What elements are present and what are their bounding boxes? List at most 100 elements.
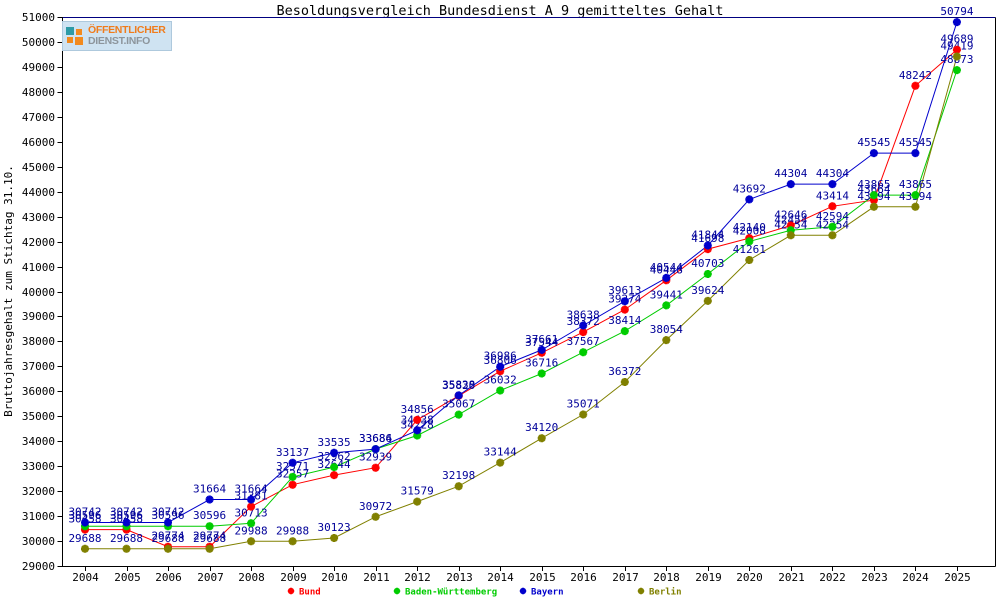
legend-item-berlin: Berlin <box>637 587 682 598</box>
data-label: 50794 <box>940 5 973 18</box>
marker-shape <box>638 588 644 594</box>
data-label: 45545 <box>857 136 890 149</box>
data-point-marker <box>413 426 422 435</box>
y-tick-label: 38000 <box>22 335 55 348</box>
data-label: 32939 <box>359 451 392 464</box>
data-label: 30596 <box>68 509 101 522</box>
marker-shape <box>247 502 255 511</box>
data-point-marker <box>247 502 256 511</box>
marker-shape <box>330 463 338 471</box>
x-tick-label: 2016 <box>570 571 597 584</box>
data-label: 39441 <box>650 288 683 301</box>
marker-shape <box>81 518 89 527</box>
marker-shape <box>745 237 754 246</box>
x-tick-label: 2013 <box>446 571 473 584</box>
data-label: 45545 <box>899 136 932 149</box>
data-label: 31579 <box>401 485 434 498</box>
data-point-marker <box>911 149 920 158</box>
y-tick-label: 43000 <box>22 211 55 224</box>
data-point-marker <box>620 378 629 386</box>
data-label: 38054 <box>650 323 683 336</box>
marker-shape <box>953 45 961 54</box>
data-point-marker <box>413 415 422 424</box>
y-tick-label: 44000 <box>22 186 55 199</box>
data-point-marker <box>579 321 588 330</box>
legend-label: Bund <box>299 588 321 598</box>
y-tick-label: 40000 <box>22 286 55 299</box>
marker-shape <box>330 449 338 457</box>
legend-marker <box>519 587 527 595</box>
data-label: 44304 <box>816 167 849 180</box>
data-label: 37661 <box>525 333 558 346</box>
data-label: 30972 <box>359 500 392 513</box>
marker-shape <box>205 522 214 530</box>
y-tick-label: 33000 <box>22 460 55 473</box>
data-label: 36032 <box>484 374 517 387</box>
data-label: 33137 <box>276 446 309 459</box>
data-label: 41261 <box>733 243 766 256</box>
y-tick-label: 31000 <box>22 510 55 523</box>
data-label: 30596 <box>151 509 184 522</box>
marker-shape <box>288 459 297 467</box>
data-point-marker <box>911 81 920 90</box>
legend-marker <box>637 587 645 595</box>
x-tick-label: 2011 <box>363 571 390 584</box>
marker-shape <box>662 336 671 344</box>
marker-shape <box>579 328 587 336</box>
data-point-marker <box>620 327 629 336</box>
site-logo[interactable]: ÖFFENTLICHER DIENST.INFO <box>62 21 173 51</box>
data-point-marker <box>745 256 754 264</box>
data-point-marker <box>164 544 172 553</box>
data-point-marker <box>828 231 837 240</box>
x-tick-label: 2010 <box>321 571 348 584</box>
x-tick-label: 2006 <box>155 571 182 584</box>
marker-shape <box>579 348 587 356</box>
data-label: 30596 <box>110 509 143 522</box>
legend-label: Bayern <box>531 588 564 598</box>
marker-shape <box>911 191 920 199</box>
y-tick-label: 46000 <box>22 136 55 149</box>
data-label: 49689 <box>940 33 973 46</box>
y-tick-label: 29000 <box>22 560 55 573</box>
data-label: 39624 <box>691 284 724 297</box>
marker-shape <box>911 82 920 90</box>
marker-shape <box>122 545 131 553</box>
series-line-berlin <box>85 56 958 550</box>
data-label: 30742 <box>151 506 184 519</box>
y-tick-label: 35000 <box>22 410 55 423</box>
data-label: 29988 <box>235 524 268 537</box>
marker-shape <box>828 231 837 240</box>
data-label: 36986 <box>484 350 517 363</box>
data-point-marker <box>205 522 214 531</box>
marker-shape <box>454 482 463 490</box>
data-point-marker <box>288 472 297 481</box>
data-point-marker <box>703 241 712 250</box>
marker-shape <box>496 458 504 467</box>
data-label: 39613 <box>608 284 641 297</box>
data-label: 30713 <box>235 506 268 519</box>
data-label: 31664 <box>193 483 226 496</box>
legend-item-bayern: Bayern <box>519 587 564 598</box>
data-label: 34856 <box>401 403 434 416</box>
data-label: 29688 <box>110 532 143 545</box>
x-tick-label: 2009 <box>280 571 307 584</box>
marker-shape <box>288 588 294 594</box>
data-point-marker <box>662 336 671 345</box>
data-label: 42646 <box>774 209 807 222</box>
series-line-baden-württemberg <box>85 69 958 527</box>
marker-shape <box>704 241 712 250</box>
marker-shape <box>911 149 920 157</box>
data-point-marker <box>952 66 961 75</box>
marker-shape <box>828 223 837 231</box>
data-label: 29988 <box>276 524 309 537</box>
data-point-marker <box>786 180 795 189</box>
marker-shape <box>454 391 463 400</box>
y-tick-label: 45000 <box>22 161 55 174</box>
data-label: 29688 <box>193 532 226 545</box>
marker-shape <box>81 545 89 553</box>
logo-squares-icon <box>66 27 83 45</box>
marker-shape <box>496 386 504 395</box>
data-label: 31664 <box>235 483 268 496</box>
data-point-marker <box>247 519 256 528</box>
